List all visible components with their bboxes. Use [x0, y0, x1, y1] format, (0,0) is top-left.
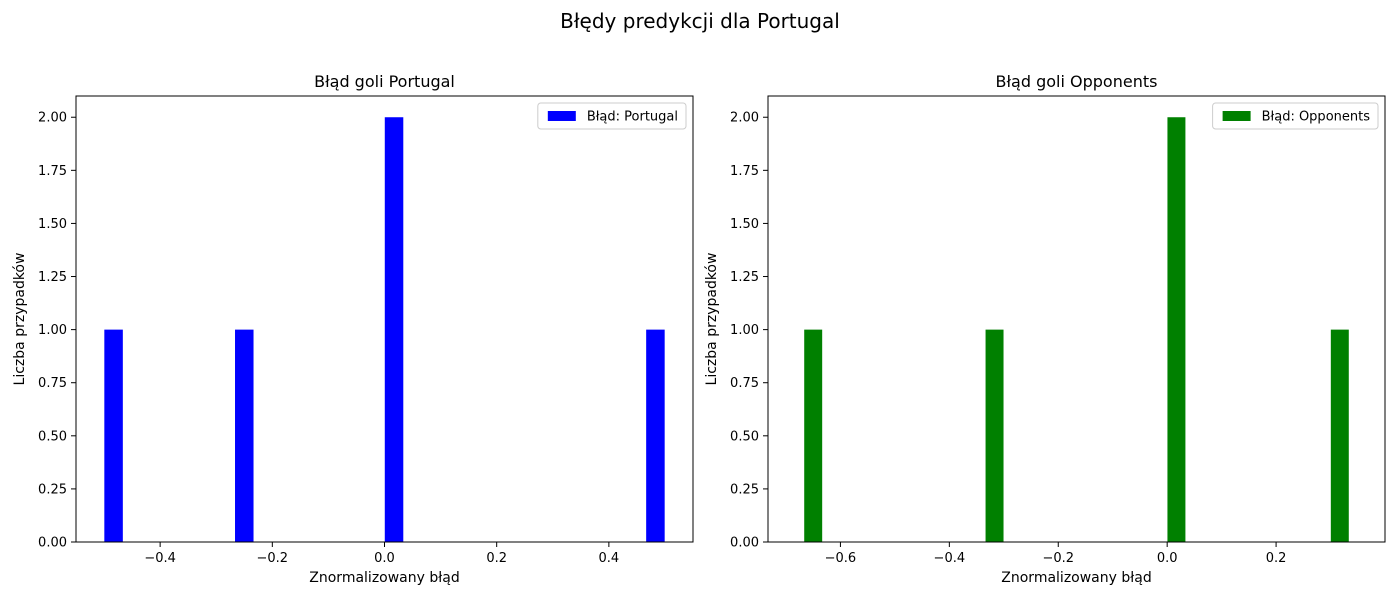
y-tick-label: 0.75	[730, 376, 759, 391]
x-tick-label: 0.4	[599, 551, 620, 566]
bar	[104, 329, 123, 542]
bar	[804, 329, 823, 542]
chart-panel-1: −0.4 −0.2 0.0 0.2 0.4 0.00 0.25 0.50 0.75 1.00 1.2…	[12, 72, 694, 586]
y-tick-label: 0.25	[38, 482, 67, 497]
y-tick-label: 0.75	[38, 376, 67, 391]
x-tick-label: −0.4	[144, 551, 176, 566]
x-tick-label: −0.2	[257, 551, 289, 566]
y-tick-label: 0.25	[730, 482, 759, 497]
y-tick-label: 1.00	[730, 323, 759, 338]
y-tick-label: 2.00	[730, 111, 759, 126]
x-axis-label: Znormalizowany błąd	[1001, 570, 1151, 586]
legend-frame	[1212, 102, 1379, 130]
x-tick-label: 0.0	[374, 551, 395, 566]
legend-label: Błąd: Opponents	[1262, 110, 1371, 125]
y-axis-label: Liczba przypadków	[704, 253, 720, 386]
legend: Błąd: Portugal	[537, 102, 687, 130]
y-tick-label: 0.00	[730, 536, 759, 551]
bar	[235, 329, 254, 542]
x-tick-label: −0.4	[934, 551, 966, 566]
legend: Błąd: Opponents	[1212, 102, 1379, 130]
y-tick-label: 1.75	[730, 164, 759, 179]
y-tick-label: 2.00	[38, 111, 67, 126]
x-tick-label: 0.0	[1157, 551, 1178, 566]
legend-swatch	[547, 111, 576, 121]
y-tick-label: 1.75	[38, 164, 67, 179]
y-tick-label: 1.50	[730, 217, 759, 232]
axes-frame	[767, 95, 1386, 543]
y-tick-label: 0.50	[730, 429, 759, 444]
bar	[646, 329, 665, 542]
y-tick-label: 0.50	[38, 429, 67, 444]
bar	[985, 329, 1004, 542]
legend-swatch	[1222, 111, 1251, 121]
figure-suptitle: Błędy predykcji dla Portugal	[560, 9, 840, 33]
legend-frame	[537, 102, 687, 130]
x-tick-label: 0.2	[1266, 551, 1287, 566]
y-tick-label: 1.00	[38, 323, 67, 338]
x-tick-label: 0.2	[486, 551, 507, 566]
bar	[1330, 329, 1349, 542]
x-axis-label: Znormalizowany błąd	[309, 570, 459, 586]
y-tick-label: 1.25	[730, 270, 759, 285]
chart-title: Błąd goli Opponents	[996, 72, 1158, 91]
axes-frame	[75, 95, 694, 543]
x-tick-label: −0.2	[1042, 551, 1074, 566]
x-tick-label: −0.6	[825, 551, 857, 566]
legend-label: Błąd: Portugal	[587, 110, 678, 125]
chart-title: Błąd goli Portugal	[314, 72, 455, 91]
y-axis-label: Liczba przypadków	[12, 253, 28, 386]
chart-panel-2: −0.6 −0.4 −0.2 0.0 0.2 0.00 0.25 0.50 0.75 1.00 1.…	[704, 72, 1386, 586]
y-tick-label: 0.00	[38, 536, 67, 551]
y-tick-label: 1.50	[38, 217, 67, 232]
bar	[384, 117, 404, 542]
bar	[1167, 117, 1186, 542]
y-tick-label: 1.25	[38, 270, 67, 285]
